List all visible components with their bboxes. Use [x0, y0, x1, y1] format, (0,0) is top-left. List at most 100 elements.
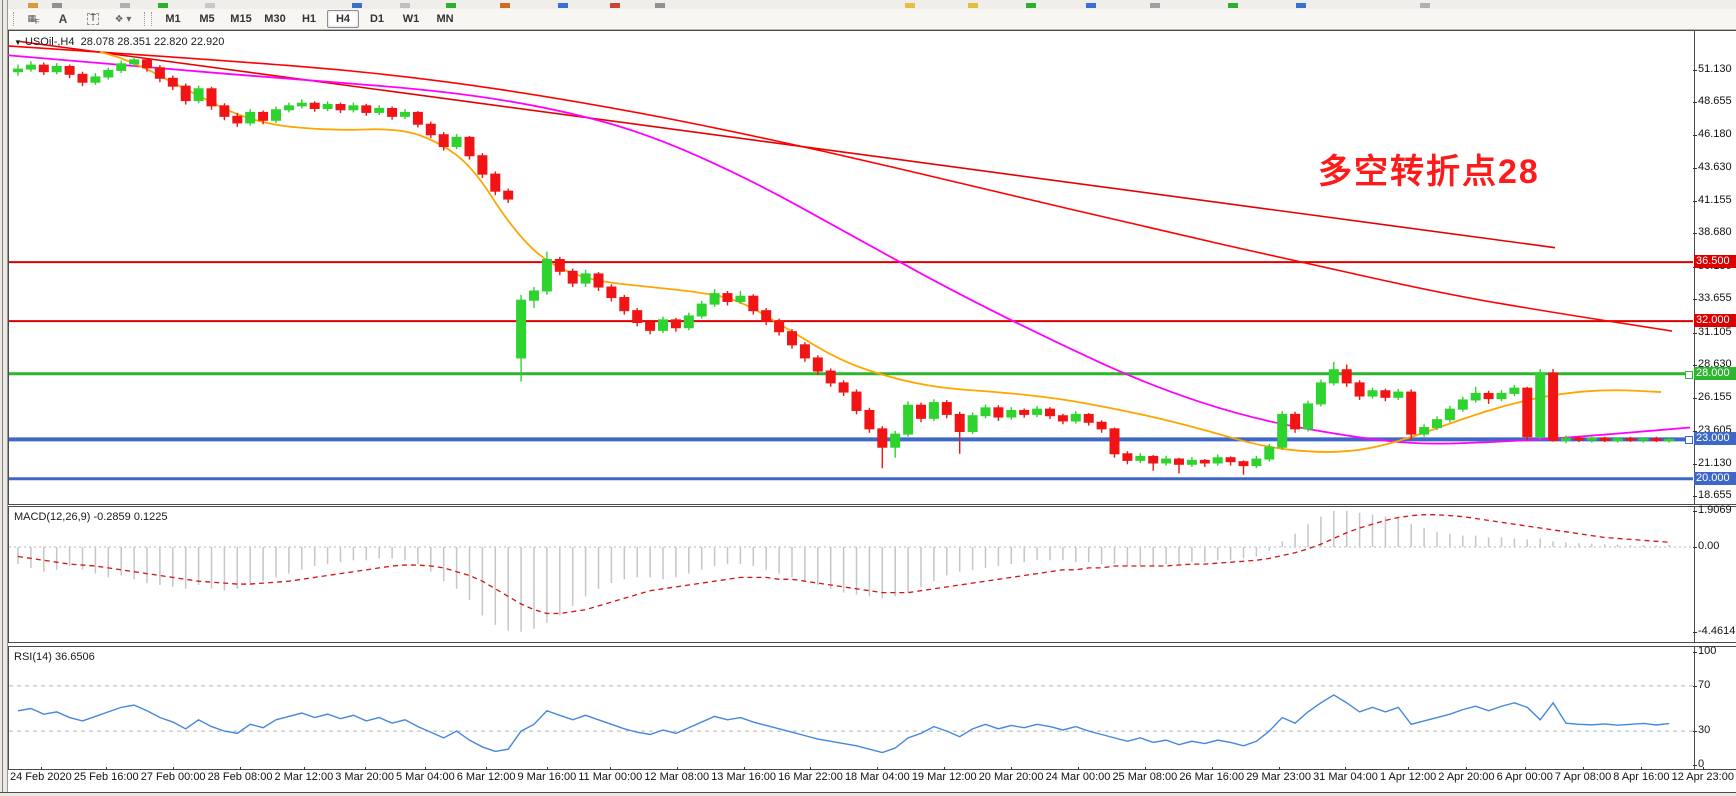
toolbar-icon-fragment	[500, 3, 510, 8]
price-tick-33.655: 33.655	[1693, 292, 1732, 305]
price-tick-43.630: 43.630	[1693, 161, 1732, 174]
toolbar-icon-fragment	[1420, 3, 1430, 8]
timeframe-group: M1 M5 M15 M30 H1 H4 D1 W1 MN	[156, 10, 462, 28]
date-tick: 12 Apr 23:00	[1671, 767, 1734, 783]
window-left-frame	[0, 0, 8, 796]
date-tick: 2 Apr 20:00	[1438, 767, 1495, 783]
shift-grid-icon[interactable]: ▦F	[19, 10, 47, 28]
toolbar-icon-fragment	[352, 3, 362, 8]
macd-tick-0.00: 0.00	[1692, 540, 1720, 552]
date-tick: 6 Apr 00:00	[1496, 767, 1553, 783]
date-tick: 9 Mar 16:00	[517, 767, 577, 783]
timeframe-button-mn[interactable]: MN	[436, 13, 454, 25]
toolbar-icon-fragment	[400, 3, 410, 8]
textbox-button[interactable]: T	[79, 10, 107, 28]
hline-price-label-32.000: 32.000	[1694, 314, 1736, 328]
timeframe-button-w1[interactable]: W1	[402, 13, 420, 25]
rsi-tick-100: 100	[1692, 645, 1717, 657]
toolbar-icon-fragment	[1228, 3, 1238, 8]
price-tick-38.680: 38.680	[1693, 226, 1732, 239]
date-tick: 24 Feb 2020	[10, 767, 72, 783]
timeframe-button-m1[interactable]: M1	[165, 13, 181, 25]
toolbar-icon-fragment	[968, 3, 978, 8]
date-tick: 8 Apr 16:00	[1613, 767, 1670, 783]
date-tick: 13 Mar 16:00	[711, 767, 777, 783]
toolbar-icon-fragment	[446, 3, 456, 8]
hline-end-marker[interactable]	[1685, 436, 1693, 445]
price-chart-area[interactable]	[8, 30, 1693, 503]
symbol-ohlc-title: USOil-,H4 28.078 28.351 22.820 22.920	[24, 36, 225, 48]
date-tick: 27 Feb 00:00	[140, 767, 206, 783]
date-tick: 5 Mar 04:00	[396, 767, 455, 783]
macd-panel	[8, 506, 1736, 643]
price-tick-31.105: 31.105	[1693, 325, 1732, 338]
date-tick: 25 Mar 08:00	[1112, 767, 1178, 783]
date-tick: 20 Mar 20:00	[978, 767, 1044, 783]
date-tick: 1 Apr 12:00	[1379, 767, 1437, 783]
rsi-tick-0: 0	[1692, 758, 1705, 770]
grid-icon: ▦F	[27, 12, 39, 26]
date-tick: 31 Mar 04:00	[1313, 767, 1378, 783]
toolbar-icon-fragment	[1296, 3, 1306, 8]
macd-axis-separator	[1694, 507, 1695, 642]
date-tick: 18 Mar 04:00	[844, 767, 910, 783]
price-tick-18.655: 18.655	[1693, 489, 1732, 502]
date-tick: 29 Mar 23:00	[1246, 767, 1312, 783]
rsi-axis-separator	[1694, 647, 1695, 769]
toolbar-icon-fragment	[205, 3, 215, 8]
date-tick: 28 Feb 08:00	[207, 767, 273, 783]
date-tick: 26 Mar 16:00	[1179, 767, 1245, 783]
date-tick: 7 Apr 08:00	[1554, 767, 1612, 783]
toolbar-icon-fragment	[610, 3, 620, 8]
style-dropdown-button[interactable]: ❖ ▾	[109, 10, 137, 28]
toolbar-separator	[144, 12, 152, 26]
date-tick: 16 Mar 22:00	[778, 767, 843, 783]
hline-price-label-36.500: 36.500	[1694, 255, 1736, 269]
date-tick: 6 Mar 12:00	[456, 767, 516, 783]
text-label-button[interactable]: A	[49, 10, 77, 28]
rsi-tick-30: 30	[1692, 724, 1711, 737]
price-tick-41.155: 41.155	[1693, 193, 1732, 206]
symbol-dropdown-arrow[interactable]: ▼	[14, 38, 22, 47]
rsi-label: RSI(14) 36.6506	[14, 651, 95, 663]
toolbar-icon-fragment	[905, 3, 915, 8]
toolbar-icon-fragment	[1086, 3, 1096, 8]
chart-title: ▼ USOil-,H4 28.078 28.351 22.820 22.920	[14, 36, 224, 48]
rsi-tick-70: 70	[1692, 678, 1711, 691]
date-tick: 24 Mar 00:00	[1045, 767, 1111, 783]
date-tick: 12 Mar 08:00	[644, 767, 710, 783]
date-tick: 19 Mar 12:00	[911, 767, 977, 783]
window-bottom-frame	[0, 792, 1736, 796]
macd-label: MACD(12,26,9) -0.2859 0.1225	[14, 511, 168, 523]
toolbar-icon-fragment	[158, 3, 168, 8]
toolbar-icon-fragment	[558, 3, 568, 8]
price-tick-26.155: 26.155	[1693, 390, 1732, 403]
rsi-panel	[8, 646, 1736, 770]
hline-price-label-20.000: 20.000	[1694, 471, 1736, 485]
textbox-icon: T	[86, 13, 100, 25]
hline-end-marker[interactable]	[1685, 370, 1693, 379]
timeframe-button-d1[interactable]: D1	[369, 13, 385, 25]
toolbar-icon-fragment	[1026, 3, 1036, 8]
timeframe-button-m30[interactable]: M30	[264, 13, 286, 25]
timeframe-button-m15[interactable]: M15	[230, 13, 252, 25]
date-tick: 11 Mar 00:00	[578, 767, 643, 783]
price-tick-21.130: 21.130	[1693, 456, 1732, 469]
chart-toolbar: ▦F A T ❖ ▾ M1 M5 M15 M30 H1 H4 D1 W1 MN	[0, 9, 1736, 30]
timeframe-button-m5[interactable]: M5	[199, 13, 215, 25]
macd-tick-1.9069: 1.9069	[1693, 503, 1732, 516]
price-tick-46.180: 46.180	[1693, 127, 1732, 140]
toolbar-icon-fragment	[28, 3, 38, 8]
toolbar-icon-fragment	[52, 3, 62, 8]
date-tick: 2 Mar 12:00	[274, 767, 334, 783]
timeframe-button-h1[interactable]: H1	[301, 13, 317, 25]
style-icon: ❖ ▾	[114, 13, 132, 25]
date-axis[interactable]: 24 Feb 2020 25 Feb 16:00 27 Feb 00:00 28 Fe…	[8, 767, 1736, 783]
macd-tick--4.4614: -4.4614	[1692, 624, 1736, 637]
date-tick: 3 Mar 20:00	[335, 767, 394, 783]
chart-annotation-text: 多空转折点28	[1318, 153, 1540, 191]
timeframe-button-h4[interactable]: H4	[327, 10, 359, 28]
hline-price-label-28.000: 28.000	[1694, 366, 1736, 380]
price-tick-48.655: 48.655	[1693, 95, 1732, 108]
